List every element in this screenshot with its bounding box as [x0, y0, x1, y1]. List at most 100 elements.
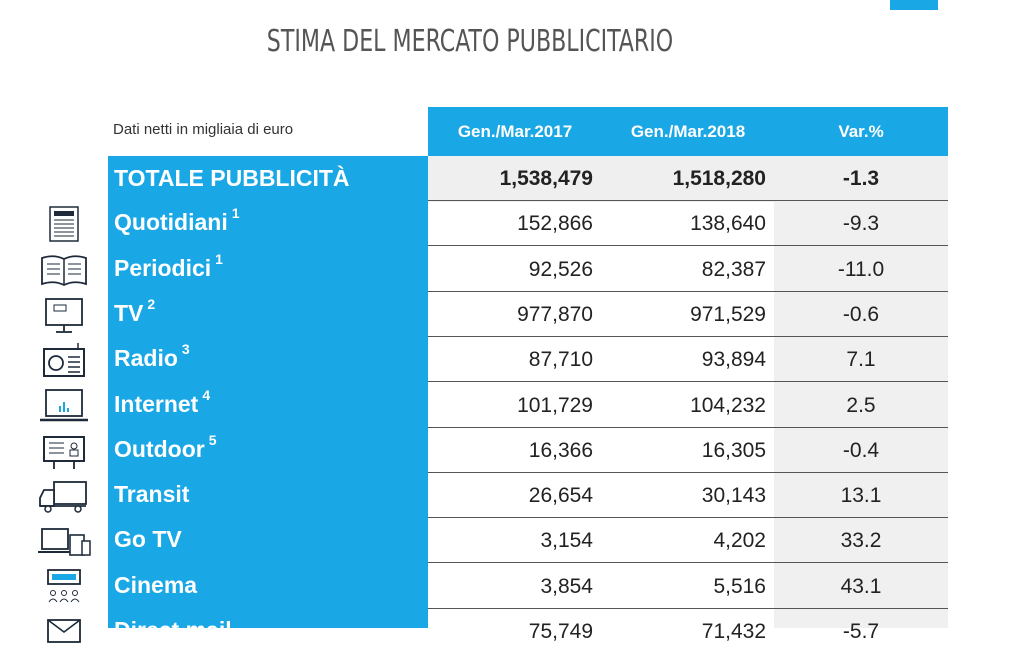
table-row: Go TV 3,154 4,202 33.2 — [0, 518, 1024, 563]
column-header-2017: Gen./Mar.2017 — [457, 122, 573, 141]
truck-icon — [34, 476, 94, 516]
footnote-marker: 1 — [215, 251, 223, 267]
row-label-text: TV — [114, 300, 144, 326]
mail-icon — [34, 612, 94, 652]
value-2017: 101,729 — [517, 394, 593, 417]
row-divider — [428, 245, 948, 246]
row-label-text: Radio — [114, 345, 178, 371]
value-var: 33.2 — [840, 529, 882, 552]
row-divider — [428, 472, 948, 473]
billboard-icon — [34, 431, 94, 471]
row-label-text: Transit — [114, 481, 190, 507]
row-label: Go TV — [114, 526, 182, 553]
value-2018: 93,894 — [701, 348, 766, 371]
value-2018: 138,640 — [690, 212, 766, 235]
page-title: STIMA DEL MERCATO PUBBLICITARIO — [266, 24, 674, 59]
value-var: -0.6 — [842, 303, 880, 326]
row-label-text: Periodici — [114, 255, 212, 281]
table-row: Cinema 3,854 5,516 43.1 — [0, 564, 1024, 609]
value-2017: 92,526 — [528, 258, 593, 281]
units-note: Dati netti in migliaia di euro — [113, 121, 294, 138]
value-var: 2.5 — [846, 394, 876, 417]
value-2017: 75,749 — [528, 620, 593, 643]
value-2018: 5,516 — [713, 575, 766, 598]
row-label: TOTALE PUBBLICITÀ — [114, 165, 350, 192]
row-divider — [428, 291, 948, 292]
value-2018: 82,387 — [701, 258, 766, 281]
value-var: -1.3 — [842, 167, 880, 190]
row-label: Periodici 1 — [114, 251, 223, 282]
value-2018: 1,518,280 — [672, 167, 766, 190]
row-label: Quotidiani 1 — [114, 205, 240, 236]
row-divider — [428, 381, 948, 382]
row-divider — [428, 517, 948, 518]
value-2017: 26,654 — [528, 484, 593, 507]
row-label-text: Go TV — [114, 526, 182, 552]
row-label: Radio 3 — [114, 341, 190, 372]
laptop-icon — [34, 386, 94, 426]
value-var: -5.7 — [842, 620, 880, 643]
row-label: Cinema — [114, 572, 197, 599]
row-label: TV 2 — [114, 296, 155, 327]
footnote-marker: 3 — [181, 341, 190, 357]
row-label-text: Cinema — [114, 572, 198, 598]
value-2017: 3,854 — [540, 575, 593, 598]
value-var: -0.4 — [842, 439, 880, 462]
value-2017: 87,710 — [528, 348, 593, 371]
row-divider — [428, 200, 948, 201]
magazine-icon — [34, 250, 94, 290]
value-2018: 971,529 — [690, 303, 766, 326]
header-band — [428, 107, 948, 156]
row-divider — [428, 562, 948, 563]
value-2018: 71,432 — [701, 620, 766, 643]
newspaper-icon — [34, 204, 94, 244]
value-2017: 152,866 — [517, 212, 593, 235]
value-var: 43.1 — [840, 575, 882, 598]
table-row: Transit 26,654 30,143 13.1 — [0, 473, 1024, 518]
radio-icon — [34, 340, 94, 380]
column-header-var: Var.% — [838, 122, 884, 141]
row-label: Internet 4 — [114, 387, 210, 418]
cinema-icon — [34, 567, 94, 607]
tv-icon — [34, 295, 94, 335]
row-label-text: Direct mail — [114, 617, 232, 643]
total-row: TOTALE PUBBLICITÀ 1,538,479 1,518,280 -1.3 — [0, 156, 1024, 201]
table-row: Periodici 1 92,526 82,387 -11.0 — [0, 247, 1024, 292]
row-divider — [428, 608, 948, 609]
devices-icon — [34, 521, 94, 561]
footnote-marker: 4 — [202, 387, 211, 403]
table-row: Internet 4 101,729 104,232 2.5 — [0, 383, 1024, 428]
value-var: 7.1 — [846, 348, 876, 371]
corner-mark — [890, 0, 938, 10]
variation-column-band — [774, 156, 948, 628]
row-label: Direct mail — [114, 617, 232, 644]
row-label-text: Internet — [114, 391, 199, 417]
footnote-marker: 2 — [147, 296, 156, 312]
row-label-text: Quotidiani — [114, 209, 228, 235]
row-label-text: Outdoor — [114, 436, 205, 462]
value-2018: 4,202 — [713, 529, 766, 552]
footnote-marker: 1 — [231, 205, 240, 221]
row-divider — [428, 427, 948, 428]
value-var: 13.1 — [840, 484, 882, 507]
row-label: Outdoor 5 — [114, 432, 217, 463]
table-row: Direct mail 75,749 71,432 -5.7 — [0, 609, 1024, 654]
column-header-2018: Gen./Mar.2018 — [630, 122, 746, 141]
value-2018: 30,143 — [701, 484, 766, 507]
value-2018: 16,305 — [701, 439, 766, 462]
label-column-band — [108, 156, 428, 628]
value-2018: 104,232 — [690, 394, 766, 417]
table-row: Radio 3 87,710 93,894 7.1 — [0, 337, 1024, 382]
value-2017: 16,366 — [528, 439, 593, 462]
value-var: -11.0 — [837, 258, 885, 281]
row-label: Transit — [114, 481, 189, 508]
footnote-marker: 5 — [208, 432, 217, 448]
row-divider — [428, 336, 948, 337]
value-2017: 1,538,479 — [499, 167, 593, 190]
value-2017: 3,154 — [540, 529, 593, 552]
total-row-band — [428, 156, 948, 202]
table-row: Quotidiani 1 152,866 138,640 -9.3 — [0, 201, 1024, 246]
value-2017: 977,870 — [517, 303, 593, 326]
table-row: Outdoor 5 16,366 16,305 -0.4 — [0, 428, 1024, 473]
table-row: TV 2 977,870 971,529 -0.6 — [0, 292, 1024, 337]
